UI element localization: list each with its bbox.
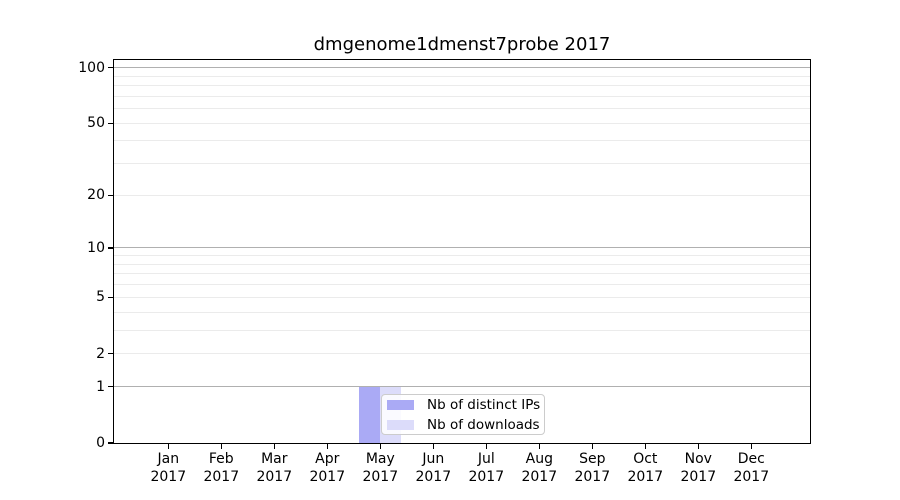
legend-label-distinct-ips: Nb of distinct IPs: [427, 396, 541, 413]
legend-entry-distinct-ips: Nb of distinct IPs: [387, 395, 544, 414]
minor-gridline: [114, 194, 810, 196]
x-tick-label-sep: Sep 2017: [574, 451, 611, 485]
x-tick-label-feb: Feb 2017: [203, 451, 240, 485]
major-gridline: [114, 247, 810, 249]
y-tick-label-0: 0: [96, 435, 105, 451]
x-tick-mark-feb: [220, 444, 222, 449]
minor-gridline: [114, 255, 810, 257]
x-tick-mark-jan: [167, 444, 169, 449]
y-tick-mark-2: [107, 352, 114, 355]
plot-area: [114, 60, 810, 443]
minor-gridline: [114, 122, 810, 124]
minor-gridline: [114, 108, 810, 110]
x-tick-mark-apr: [326, 444, 328, 449]
minor-gridline: [114, 353, 810, 355]
y-tick-mark-1: [107, 385, 114, 388]
y-tick-label-1: 1: [96, 378, 105, 395]
x-tick-mark-sep: [591, 444, 593, 449]
y-tick-mark-5: [107, 296, 114, 298]
y-tick-mark-50: [107, 122, 114, 124]
x-tick-label-jan: Jan 2017: [150, 451, 187, 485]
y-tick-label-5: 5: [96, 289, 105, 306]
x-tick-mark-dec: [750, 444, 752, 449]
legend-swatch-distinct-ips: [387, 399, 414, 410]
x-tick-mark-jul: [485, 444, 487, 449]
minor-gridline: [114, 273, 810, 275]
x-tick-mark-may: [379, 444, 381, 449]
minor-gridline: [114, 311, 810, 313]
x-tick-label-dec: Dec 2017: [733, 451, 770, 485]
y-tick-label-2: 2: [96, 345, 105, 362]
major-gridline: [114, 67, 810, 69]
y-tick-label-20: 20: [87, 187, 105, 204]
y-tick-mark-100: [107, 66, 114, 69]
major-gridline: [114, 386, 810, 388]
y-tick-label-10: 10: [87, 239, 105, 256]
minor-gridline: [114, 284, 810, 286]
x-tick-label-aug: Aug 2017: [521, 451, 558, 485]
legend-entry-downloads: Nb of downloads: [387, 415, 544, 434]
y-tick-label-50: 50: [87, 115, 105, 132]
x-tick-label-jun: Jun 2017: [415, 451, 452, 485]
bar-distinct-ips-may: [359, 386, 381, 443]
x-tick-mark-nov: [697, 444, 699, 449]
legend-swatch-downloads: [387, 419, 414, 430]
legend: Nb of distinct IPs Nb of downloads: [381, 394, 545, 435]
legend-label-downloads: Nb of downloads: [427, 416, 540, 433]
y-tick-label-100: 100: [78, 59, 105, 76]
minor-gridline: [114, 163, 810, 165]
x-tick-label-may: May 2017: [362, 451, 399, 485]
x-tick-mark-mar: [273, 444, 275, 449]
minor-gridline: [114, 329, 810, 331]
x-tick-label-mar: Mar 2017: [256, 451, 293, 485]
x-tick-mark-aug: [538, 444, 540, 449]
minor-gridline: [114, 95, 810, 97]
x-tick-mark-jun: [432, 444, 434, 449]
y-tick-mark-10: [107, 247, 114, 249]
y-tick-mark-20: [107, 194, 114, 197]
minor-gridline: [114, 140, 810, 142]
x-tick-label-oct: Oct 2017: [627, 451, 664, 485]
x-tick-label-nov: Nov 2017: [680, 451, 717, 485]
x-tick-label-jul: Jul 2017: [468, 451, 505, 485]
y-tick-mark-0: [107, 442, 114, 444]
x-tick-mark-oct: [644, 444, 646, 449]
x-tick-label-apr: Apr 2017: [309, 451, 346, 485]
minor-gridline: [114, 85, 810, 87]
chart-title: dmgenome1dmenst7probe 2017: [313, 34, 611, 55]
minor-gridline: [114, 75, 810, 77]
minor-gridline: [114, 263, 810, 265]
minor-gridline: [114, 296, 810, 298]
